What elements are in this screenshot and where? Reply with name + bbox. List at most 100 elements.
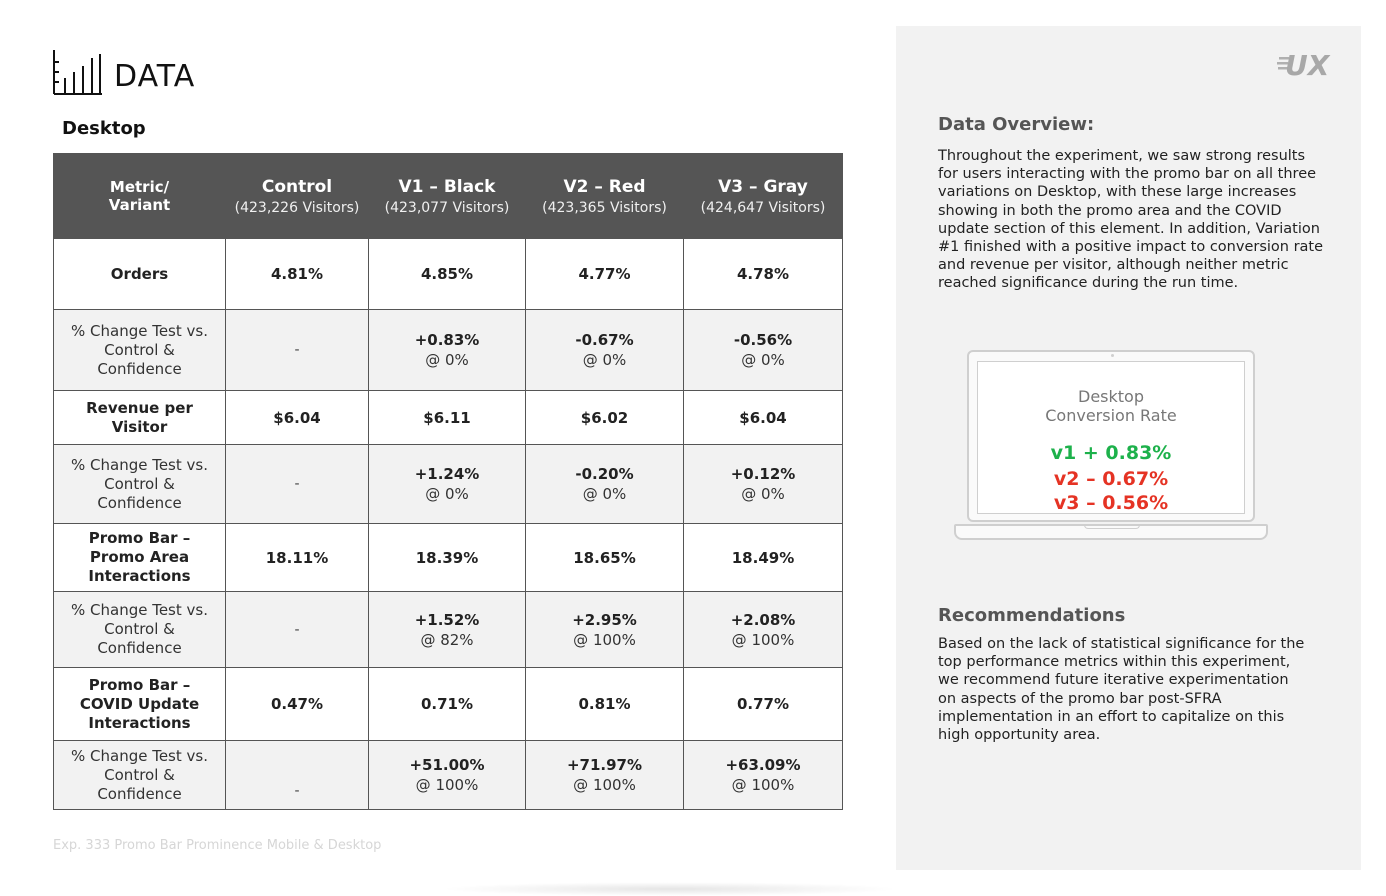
logo-text: UX xyxy=(1285,49,1331,78)
recommendations-line: Based on the lack of statistical signifi… xyxy=(938,636,1305,652)
results-table: Metric/ Variant Control (423,226 Visitor… xyxy=(53,153,843,810)
value-cell: 0.77% xyxy=(683,667,843,741)
change-cell: +0.12% @ 0% xyxy=(683,444,843,524)
row-label-line: % Change Test vs. xyxy=(71,455,208,474)
value-cell: $6.04 xyxy=(683,390,843,445)
change-cell: +1.24% @ 0% xyxy=(368,444,526,524)
row-label: Orders xyxy=(53,238,226,310)
overview-line: for users interacting with the promo bar… xyxy=(938,166,1317,183)
header-text: Variant xyxy=(108,196,171,214)
stat-v1: v1 + 0.83% xyxy=(1050,442,1172,464)
value-cell: 0.71% xyxy=(368,667,526,741)
column-visitors: (423,077 Visitors) xyxy=(384,199,510,216)
row-label-line: % Change Test vs. xyxy=(71,321,208,340)
change-value: +63.09% xyxy=(725,756,801,774)
table-row-orders: Orders 4.81% 4.85% 4.77% 4.78% xyxy=(53,238,843,310)
change-cell: +63.09% @ 100% xyxy=(683,740,843,810)
section-title: Desktop xyxy=(62,118,146,139)
stat-v2: v2 – 0.67% xyxy=(1053,468,1169,490)
recommendations-line: top performance metrics within this expe… xyxy=(938,654,1291,671)
row-label-line: Revenue per xyxy=(86,398,193,417)
value-cell: 0.47% xyxy=(225,667,369,741)
value-cell: 18.49% xyxy=(683,523,843,592)
value-cell: 0.81% xyxy=(525,667,684,741)
value-cell: $6.02 xyxy=(525,390,684,445)
change-value: -0.20% xyxy=(575,465,634,483)
table-row-promo-area-change: % Change Test vs. Control & Confidence -… xyxy=(53,591,843,668)
value-cell: 18.11% xyxy=(225,523,369,592)
change-cell: +2.95% @ 100% xyxy=(525,591,684,668)
row-label-line: Confidence xyxy=(97,784,182,803)
change-cell: -0.67% @ 0% xyxy=(525,309,684,391)
confidence-value: @ 0% xyxy=(425,485,469,503)
row-label-line: Promo Area xyxy=(89,548,190,566)
page-title: DATA xyxy=(114,59,196,94)
change-cell: -0.56% @ 0% xyxy=(683,309,843,391)
overview-line: reached significance during the run time… xyxy=(938,275,1239,292)
laptop-display: Desktop Conversion Rate v1 + 0.83% v2 – … xyxy=(977,361,1245,514)
column-name: Control xyxy=(261,176,333,197)
row-label-line: Confidence xyxy=(97,493,182,512)
change-cell: +0.83% @ 0% xyxy=(368,309,526,391)
confidence-value: @ 0% xyxy=(582,485,627,503)
change-cell: +1.52% @ 82% xyxy=(368,591,526,668)
row-label-line: Promo Bar – xyxy=(88,675,191,694)
column-header-v3: V3 – Gray (424,647 Visitors) xyxy=(683,153,843,239)
overview-line: showing in both the promo area and the C… xyxy=(938,202,1282,219)
value-cell: 18.65% xyxy=(525,523,684,592)
control-dash: - xyxy=(225,591,369,668)
value-cell: $6.04 xyxy=(225,390,369,445)
overview-line: and revenue per visitor, although neithe… xyxy=(938,257,1289,274)
change-cell: +2.08% @ 100% xyxy=(683,591,843,668)
column-name: V1 – Black xyxy=(398,176,496,197)
confidence-value: @ 100% xyxy=(731,630,795,649)
row-label: % Change Test vs. Control & Confidence xyxy=(53,309,226,391)
row-label: Promo Bar – Promo Area Interactions xyxy=(53,523,226,592)
value-cell: 4.78% xyxy=(683,238,843,310)
overview-line: #1 finished with a positive impact to co… xyxy=(938,239,1324,256)
confidence-value: @ 100% xyxy=(415,776,479,794)
confidence-value: @ 0% xyxy=(741,485,785,503)
row-label-line: Control & xyxy=(104,340,175,359)
change-cell: +71.97% @ 100% xyxy=(525,740,684,810)
laptop-title-line: Desktop xyxy=(1078,387,1144,406)
row-label-line: Confidence xyxy=(97,639,182,657)
stat-v3: v3 – 0.56% xyxy=(1053,492,1169,514)
change-value: +0.83% xyxy=(414,331,480,349)
overview-line: Throughout the experiment, we saw strong… xyxy=(938,148,1306,164)
change-value: +2.95% xyxy=(572,610,637,629)
change-value: +51.00% xyxy=(409,756,485,774)
overview-title: Data Overview: xyxy=(938,114,1095,135)
value-cell: $6.11 xyxy=(368,390,526,445)
change-value: +2.08% xyxy=(730,610,796,629)
row-label: % Change Test vs. Control & Confidence xyxy=(53,740,226,810)
column-header-v1: V1 – Black (423,077 Visitors) xyxy=(368,153,526,239)
row-label: Promo Bar – COVID Update Interactions xyxy=(53,667,226,741)
confidence-value: @ 100% xyxy=(731,776,795,794)
table-row-revenue: Revenue per Visitor $6.04 $6.11 $6.02 $6… xyxy=(53,390,843,445)
recommendations-line: on aspects of the promo bar post-SFRA xyxy=(938,690,1222,707)
footer-text: Exp. 333 Promo Bar Prominence Mobile & D… xyxy=(53,838,382,853)
row-label-line: Visitor xyxy=(111,417,168,436)
row-label-line: Control & xyxy=(104,765,175,784)
change-value: +1.52% xyxy=(414,610,480,629)
row-label-line: Interactions xyxy=(88,713,191,732)
row-label-line: % Change Test vs. xyxy=(71,601,208,619)
recommendations-line: we recommend future iterative experiment… xyxy=(938,672,1289,689)
confidence-value: @ 100% xyxy=(573,630,636,649)
table-header-row: Metric/ Variant Control (423,226 Visitor… xyxy=(53,153,843,239)
laptop-title-line: Conversion Rate xyxy=(1045,406,1177,425)
table-row-covid-update-change: % Change Test vs. Control & Confidence -… xyxy=(53,740,843,810)
column-name: V2 – Red xyxy=(563,176,646,197)
laptop-base xyxy=(954,524,1268,540)
confidence-value: @ 82% xyxy=(420,630,474,649)
table-row-covid-update: Promo Bar – COVID Update Interactions 0.… xyxy=(53,667,843,741)
confidence-value: @ 0% xyxy=(425,351,469,369)
change-value: -0.67% xyxy=(575,331,634,349)
row-label-line: Promo Bar – xyxy=(88,529,191,547)
recommendations-line: implementation in an effort to capitaliz… xyxy=(938,708,1285,725)
change-value: +1.24% xyxy=(414,465,480,483)
recommendations-title: Recommendations xyxy=(938,605,1126,626)
change-cell: -0.20% @ 0% xyxy=(525,444,684,524)
row-label-line: Control & xyxy=(104,474,175,493)
